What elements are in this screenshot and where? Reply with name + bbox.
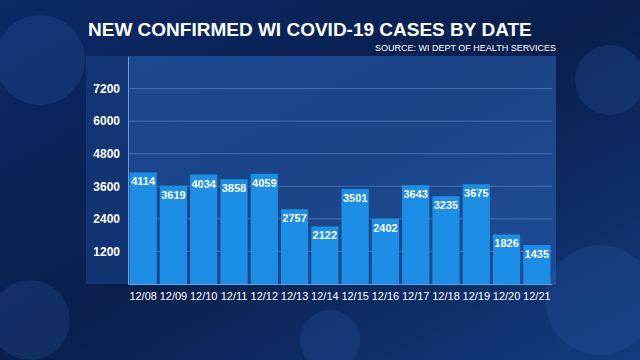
- x-tick-label: 12/13: [281, 290, 309, 302]
- bar: [311, 226, 338, 284]
- x-tick-label: 12/19: [463, 290, 491, 302]
- data-label: 2402: [373, 222, 397, 234]
- bar: [251, 174, 278, 284]
- data-label: 3619: [161, 189, 185, 201]
- x-axis-line: [129, 284, 553, 285]
- y-tick: 7200: [93, 82, 128, 96]
- x-tick: 12/08: [129, 284, 157, 302]
- data-label: 4059: [252, 177, 276, 189]
- y-axis-line: [128, 57, 129, 285]
- x-tick: 12/15: [341, 284, 369, 302]
- x-tick-label: 12/11: [221, 290, 248, 302]
- data-label: 1435: [525, 248, 549, 260]
- virus-decoration: [0, 15, 85, 105]
- x-tick-label: 12/18: [432, 290, 460, 302]
- x-tick: 12/11: [221, 284, 248, 302]
- y-axis: 1200 2400 3600 4800 6000 7200: [93, 57, 128, 285]
- data-label: 4114: [131, 175, 156, 187]
- x-tick-label: 12/09: [160, 290, 188, 302]
- y-tick-label: 4800: [93, 147, 120, 161]
- bar: [493, 234, 520, 284]
- decoration: [0, 15, 640, 360]
- x-tick-label: 12/10: [190, 290, 218, 302]
- bar: [523, 245, 550, 284]
- data-label: 3675: [464, 187, 488, 199]
- background: [0, 0, 640, 360]
- data-label: 1826: [494, 237, 518, 249]
- x-tick: 12/19: [463, 284, 491, 302]
- y-tick-label: 2400: [93, 212, 120, 226]
- grid-line: [128, 121, 552, 122]
- x-tick: 12/14: [311, 284, 339, 302]
- x-tick: 12/13: [281, 284, 309, 302]
- virus-decoration: [575, 45, 640, 115]
- x-tick-label: 12/16: [372, 290, 400, 302]
- bar: [402, 185, 429, 284]
- bar: [432, 196, 459, 284]
- virus-decoration: [0, 280, 70, 360]
- data-label: 3501: [343, 192, 367, 204]
- bar: [281, 209, 308, 284]
- grid-line: [128, 153, 552, 154]
- data-labels: 4114 3619 4034 3858 4059 2757 2122 3501 2402 3643…: [131, 175, 549, 260]
- y-tick-label: 3600: [93, 180, 120, 194]
- x-tick: 12/12: [251, 284, 279, 302]
- x-tick: 12/21: [523, 284, 551, 302]
- data-label: 4034: [191, 178, 216, 190]
- x-tick-label: 12/15: [341, 290, 369, 302]
- x-tick-label: 12/17: [402, 290, 430, 302]
- bars: [130, 172, 551, 284]
- data-label: 2122: [313, 229, 337, 241]
- title: NEW CONFIRMED WI COVID-19 CASES BY DATE: [88, 19, 532, 40]
- x-tick-label: 12/12: [251, 290, 279, 302]
- y-tick: 1200: [93, 245, 128, 259]
- bar: [220, 179, 247, 284]
- y-tick-label: 1200: [93, 245, 120, 259]
- x-tick: 12/20: [493, 284, 521, 302]
- x-tick-label: 12/14: [311, 290, 339, 302]
- virus-decoration: [300, 310, 360, 360]
- bar: [190, 175, 217, 284]
- x-tick: 12/17: [402, 284, 430, 302]
- axis-strip: [86, 56, 128, 284]
- bar: [130, 172, 157, 284]
- grid-line: [128, 88, 552, 89]
- x-tick: 12/09: [160, 284, 188, 302]
- x-tick: 12/18: [432, 284, 460, 302]
- subtitle: SOURCE: WI DEPT OF HEALTH SERVICES: [375, 43, 556, 53]
- data-label: 3643: [403, 188, 427, 200]
- y-tick: 4800: [93, 147, 128, 161]
- y-tick-label: 7200: [93, 82, 120, 96]
- data-label: 3858: [222, 182, 246, 194]
- chart: 4114 3619 4034 3858 4059 2757 2122 3501 2402 3643…: [0, 0, 640, 360]
- bar: [463, 184, 490, 284]
- x-axis: 12/0812/0912/1012/1112/1212/1312/1412/15…: [129, 284, 553, 302]
- data-label: 3235: [434, 199, 458, 211]
- data-label: 2757: [282, 212, 306, 224]
- bar: [160, 186, 187, 284]
- x-tick: 12/10: [190, 284, 218, 302]
- y-tick-label: 6000: [93, 114, 120, 128]
- x-tick-label: 12/20: [493, 290, 521, 302]
- y-tick: 6000: [93, 114, 128, 128]
- bar: [372, 219, 399, 284]
- y-tick: 3600: [93, 180, 128, 194]
- x-tick-label: 12/21: [523, 290, 551, 302]
- virus-decoration: [545, 245, 640, 355]
- plot-panel: [86, 56, 556, 284]
- x-tick-label: 12/08: [129, 290, 157, 302]
- y-tick: 2400: [93, 212, 128, 226]
- bar: [342, 189, 369, 284]
- x-tick: 12/16: [372, 284, 400, 302]
